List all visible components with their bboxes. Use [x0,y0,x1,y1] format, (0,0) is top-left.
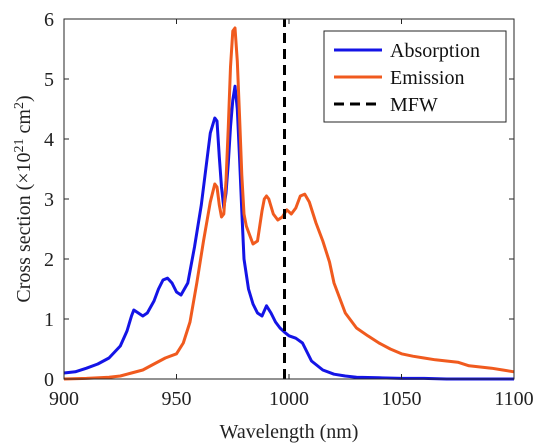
y-tick-label: 2 [44,249,54,271]
y-axis-label-end: ) [13,95,35,102]
x-axis-label: Wavelength (nm) [220,421,359,443]
legend-label-emission: Emission [390,67,464,89]
y-tick-label: 6 [44,9,54,31]
series-layer [63,19,515,381]
legend-label-absorption: Absorption [390,40,480,62]
legend-label-mfw: MFW [390,94,438,116]
y-axis-label-main: Cross section (×10 [13,152,35,302]
series-absorption-line [63,84,514,381]
x-tick-label: 1100 [494,388,533,410]
y-tick-label: 1 [44,309,54,331]
y-tick-label: 3 [44,189,54,211]
x-tick-label: 900 [49,388,79,410]
ticks-layer: 900 950 1000 1050 1100 0 1 2 3 4 5 6 [44,9,534,410]
x-tick-label: 1050 [382,388,422,410]
series-emission-line [63,26,515,381]
y-axis-label: Cross section (×1021 cm2) [12,95,35,302]
legend: Absorption Emission MFW [323,30,507,123]
y-axis-label-mid: cm [13,109,35,139]
y-axis-label-exp2: 2 [12,102,27,109]
y-tick-label: 5 [44,69,54,91]
y-axis-label-exp1: 21 [12,138,27,152]
y-tick-label: 0 [44,369,54,391]
x-tick-label: 1000 [269,388,309,410]
x-tick-label: 950 [162,388,192,410]
y-tick-label: 4 [44,129,54,151]
